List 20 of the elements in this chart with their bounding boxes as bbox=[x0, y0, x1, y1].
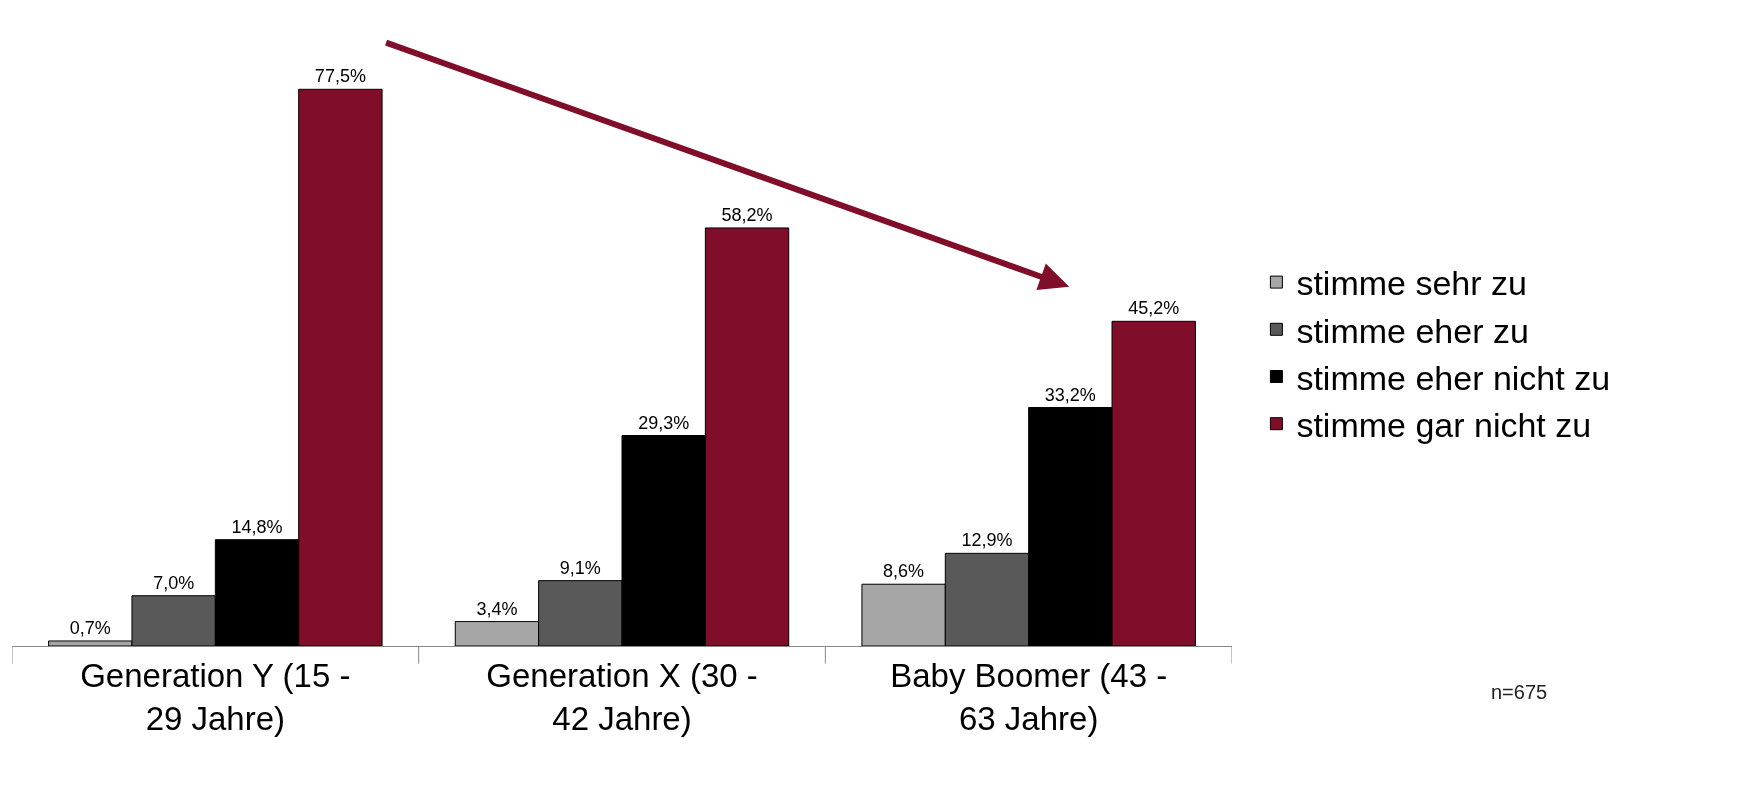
data-label: 7,0% bbox=[153, 572, 195, 593]
x-tick-label: Baby Boomer (43 - 63 Jahre) bbox=[890, 656, 1168, 737]
data-label: 58,2% bbox=[721, 204, 773, 225]
data-label: 45,2% bbox=[1128, 298, 1180, 319]
data-label: 29,3% bbox=[638, 412, 690, 433]
data-label: 77,5% bbox=[314, 66, 366, 87]
legend-label: stimme eher zu bbox=[1296, 311, 1529, 350]
legend-label: stimme eher nicht zu bbox=[1296, 358, 1611, 397]
data-label: 8,6% bbox=[883, 561, 925, 582]
legend-label: stimme gar nicht zu bbox=[1296, 405, 1592, 444]
x-tick-label: Generation X (30 - 42 Jahre) bbox=[486, 656, 758, 737]
legend-label: stimme sehr zu bbox=[1296, 264, 1527, 303]
data-label: 3,4% bbox=[476, 598, 518, 619]
data-label: 14,8% bbox=[231, 516, 283, 537]
text: n=675 bbox=[1491, 681, 1548, 703]
data-label: 12,9% bbox=[961, 530, 1013, 551]
data-label: 0,7% bbox=[69, 617, 111, 638]
data-label: 9,1% bbox=[559, 557, 601, 578]
data-label: 33,2% bbox=[1044, 384, 1096, 405]
x-tick-label: Generation Y (15 - 29 Jahre) bbox=[80, 656, 351, 737]
